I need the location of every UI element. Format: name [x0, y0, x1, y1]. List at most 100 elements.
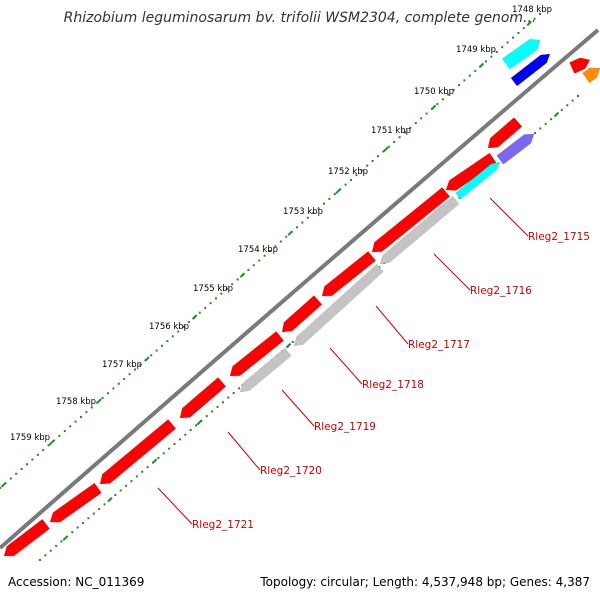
scale-tick-label: 1753 kbp — [283, 207, 323, 217]
inner-scale-dot — [539, 127, 542, 130]
scale-dot — [404, 131, 406, 134]
scale-major-tick — [239, 272, 246, 278]
gene-label[interactable]: Rleg2_1715 — [528, 231, 590, 243]
scale-dot — [323, 202, 325, 205]
inner-scale-dot — [227, 396, 230, 399]
scale-tick-label: 1758 kbp — [56, 397, 96, 407]
cds-arrow[interactable] — [179, 377, 227, 419]
map-title: Rhizobium leguminosarum bv. trifolii WSM… — [63, 10, 537, 26]
gene-label[interactable]: Rleg2_1721 — [192, 519, 254, 531]
scale-dot — [15, 472, 18, 475]
scale-dot — [225, 287, 228, 290]
scale-dot — [220, 292, 223, 295]
scale-dot — [474, 69, 477, 72]
gene-arrow[interactable] — [293, 263, 384, 347]
cds-arrow[interactable] — [569, 57, 591, 74]
scale-dot — [128, 373, 131, 376]
scale-dot — [463, 79, 466, 82]
scale-dot — [317, 207, 320, 210]
scale-dot — [0, 487, 1, 489]
scale-dot — [188, 321, 190, 324]
scale-dot — [182, 325, 185, 328]
scale-dot — [198, 311, 201, 314]
cds-arrow[interactable] — [49, 482, 102, 523]
inner-scale-dot — [146, 466, 149, 469]
cds-arrow[interactable] — [229, 330, 285, 377]
gene-arrow-orange[interactable] — [582, 67, 600, 84]
gene-label[interactable]: Rleg2_1720 — [260, 465, 322, 477]
scale-dot — [425, 112, 428, 115]
gene-arrow-purple[interactable] — [496, 133, 535, 165]
scale-dot — [90, 406, 93, 409]
gene-arrow[interactable] — [239, 347, 292, 393]
inner-scale-dot — [173, 443, 176, 445]
inner-scale-dot — [55, 545, 58, 548]
cds-arrow[interactable] — [445, 152, 497, 191]
inner-scale-dot — [205, 415, 208, 418]
gene-label[interactable]: Rleg2_1718 — [362, 379, 424, 391]
scale-dot — [155, 349, 158, 352]
scale-major-tick — [478, 62, 485, 69]
gene-label[interactable]: Rleg2_1719 — [314, 421, 376, 433]
cds-arrow[interactable] — [321, 250, 377, 297]
scale-dot — [20, 468, 23, 471]
scale-dot — [312, 212, 315, 215]
inner-scale-dot — [544, 122, 547, 125]
inner-scale-tick — [151, 458, 158, 464]
inner-scale-dot — [533, 132, 536, 135]
scale-dot — [252, 264, 255, 267]
scale-dot — [63, 430, 66, 433]
scale-dot — [258, 259, 261, 262]
scale-tick-label: 1757 kbp — [102, 360, 142, 370]
inner-scale-dot — [76, 526, 79, 529]
cds-arrow[interactable] — [99, 419, 177, 485]
scale-major-tick — [430, 104, 437, 111]
gene-label[interactable]: Rleg2_1716 — [470, 285, 532, 297]
scale-dot — [344, 183, 347, 186]
scale-dot — [393, 140, 396, 143]
gene-callout-line — [489, 197, 529, 237]
gene-callout-line — [227, 431, 261, 471]
scale-dot — [452, 88, 455, 91]
cds-arrow[interactable] — [487, 117, 523, 149]
scale-tick-label: 1750 kbp — [414, 87, 454, 97]
gene-arrow-cyan[interactable] — [455, 161, 501, 200]
inner-scale-dot — [92, 512, 95, 515]
accession-text: Accession: NC_011369 — [8, 575, 145, 589]
gene-arrow[interactable] — [379, 195, 460, 265]
cds-arrow[interactable] — [371, 186, 451, 253]
inner-scale-dot — [216, 405, 219, 408]
gene-label[interactable]: Rleg2_1717 — [408, 339, 470, 351]
cds-arrow[interactable] — [3, 518, 50, 557]
scale-dot — [328, 197, 331, 200]
scale-dot — [371, 159, 374, 162]
scale-dot — [377, 155, 379, 158]
inner-scale-dot — [211, 410, 214, 413]
scale-dot — [53, 439, 55, 442]
scale-dot — [58, 434, 61, 437]
gene-callout-line — [375, 305, 409, 345]
scale-dot — [31, 458, 34, 461]
scale-dot — [107, 392, 109, 395]
gene-arrow-blue[interactable] — [510, 53, 551, 87]
inner-scale-dot — [87, 517, 90, 520]
inner-scale-dot — [189, 429, 192, 432]
scale-dot — [263, 254, 266, 257]
scale-dot — [495, 50, 498, 53]
inner-scale-dot — [130, 480, 133, 483]
scale-dot — [47, 444, 50, 447]
inner-scale-dot — [60, 540, 63, 543]
inner-scale-dot — [157, 456, 160, 459]
scale-dot — [441, 98, 444, 101]
scale-dot — [468, 74, 471, 77]
scale-tick-label: 1748 kbp — [512, 5, 552, 15]
scale-tick-label: 1751 kbp — [371, 126, 411, 136]
cds-arrow[interactable] — [281, 295, 323, 333]
scale-major-tick — [96, 398, 102, 404]
inner-scale-tick — [553, 111, 560, 118]
scale-dot — [447, 93, 450, 96]
scale-tick-label: 1755 kbp — [193, 284, 233, 294]
scale-major-tick — [383, 146, 389, 153]
gene-arrow-cyan[interactable] — [501, 39, 541, 70]
